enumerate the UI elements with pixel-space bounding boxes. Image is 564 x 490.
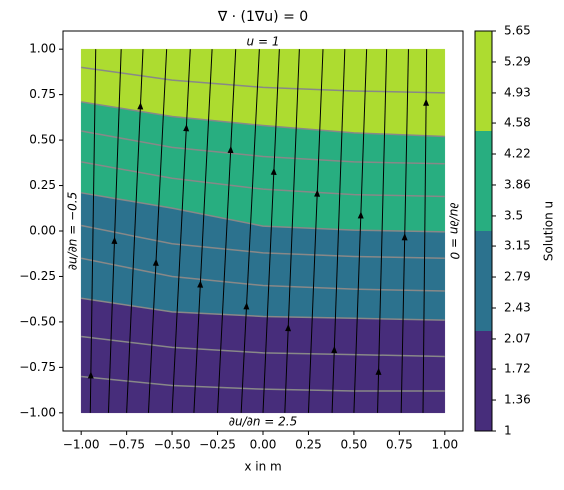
x-tick-label: 0.25 — [295, 438, 322, 452]
annotation-right: ∂u/∂n = 0 — [447, 203, 461, 260]
colorbar-tick-label: 2.07 — [504, 331, 531, 345]
stream-arrow — [375, 367, 382, 375]
stream-arrow — [270, 167, 277, 175]
x-tick-label: 0.00 — [250, 438, 277, 452]
plot-area — [80, 48, 446, 414]
contour-line — [81, 375, 445, 392]
stream-arrow — [152, 258, 159, 266]
contour-line — [81, 161, 445, 198]
y-tick-label: 1.00 — [29, 42, 56, 56]
x-tick-label: 0.75 — [386, 438, 413, 452]
colorbar-frame — [474, 30, 493, 432]
colorbar-tick-label: 1.72 — [504, 362, 531, 376]
y-tick-label: −1.00 — [19, 405, 56, 419]
contour-line — [81, 192, 445, 233]
streamline — [284, 49, 300, 413]
colorbar-tick-label: 3.86 — [504, 177, 531, 191]
stream-arrow — [87, 371, 94, 379]
colorbar-band — [475, 231, 492, 331]
y-tick-label: 0.00 — [29, 224, 56, 238]
colorbar-tick-label: 2.43 — [504, 300, 531, 314]
y-tick-label: −0.25 — [19, 269, 56, 283]
streamline — [400, 49, 409, 413]
y-tick-label: 0.25 — [29, 178, 56, 192]
annotation-top: u = 1 — [247, 35, 280, 49]
colorbar-tick-label: 5.29 — [504, 54, 531, 68]
y-tick-label: 0.50 — [29, 133, 56, 147]
x-axis-label: x in m — [244, 460, 281, 474]
streamline — [217, 49, 237, 413]
colorbar-tick-label: 3.15 — [504, 239, 531, 253]
colorbar-band — [475, 131, 492, 231]
stream-arrow — [197, 280, 204, 288]
stream-arrow — [243, 302, 250, 310]
colorbar-tick-label: 4.22 — [504, 147, 531, 161]
y-tick-label: −0.50 — [19, 314, 56, 328]
streamline — [422, 49, 428, 413]
stream-arrow — [137, 102, 144, 110]
contour-line — [81, 224, 445, 260]
annotation-bottom: ∂u/∂n = 2.5 — [229, 414, 297, 428]
colorbar-band — [475, 31, 492, 131]
stream-arrow — [401, 233, 408, 241]
colorbar-band — [475, 331, 492, 431]
x-tick-label: −0.50 — [154, 438, 191, 452]
streamline — [107, 49, 122, 413]
colorbar-tick-label: 3.5 — [504, 208, 523, 222]
streamline — [147, 49, 168, 413]
contour-line — [81, 257, 445, 292]
stream-arrow — [111, 236, 118, 245]
stream-arrow — [331, 346, 338, 354]
x-tick-label: −1.00 — [63, 438, 100, 452]
stream-arrow — [314, 189, 321, 197]
x-tick-label: 1.00 — [431, 438, 458, 452]
colorbar-label: Solution u — [542, 201, 556, 261]
streamline — [89, 49, 97, 413]
stream-arrow — [423, 98, 430, 106]
colorbar-tick-label: 5.65 — [504, 24, 531, 38]
streamline — [240, 49, 260, 413]
colorbar-tick-label: 4.58 — [504, 116, 531, 130]
annotation-left: ∂u/∂n = −0.5 — [66, 192, 80, 271]
streamline — [171, 49, 191, 413]
contour-line — [81, 335, 445, 358]
chart-title: ∇ · (1∇u) = 0 — [217, 9, 308, 25]
streamline — [126, 49, 144, 413]
y-tick-label: 0.75 — [29, 87, 56, 101]
colorbar-tick-label: 1.36 — [504, 393, 531, 407]
streamline — [262, 49, 280, 413]
colorbar-tick-label: 1 — [504, 424, 512, 438]
streamline — [193, 49, 213, 413]
x-tick-label: −0.75 — [108, 438, 145, 452]
stream-arrow — [357, 211, 364, 219]
stream-arrow — [183, 124, 190, 132]
x-tick-label: 0.50 — [341, 438, 368, 452]
colorbar-tick-label: 4.93 — [504, 85, 531, 99]
streamline — [307, 49, 324, 413]
stream-arrow — [227, 146, 234, 154]
streamline — [377, 49, 388, 413]
contour-line — [81, 297, 445, 321]
colorbar-tick-label: 2.79 — [504, 270, 531, 284]
y-tick-label: −0.75 — [19, 360, 56, 374]
stream-arrow — [285, 324, 292, 332]
x-tick-label: −0.25 — [199, 438, 236, 452]
streamline — [353, 49, 368, 413]
